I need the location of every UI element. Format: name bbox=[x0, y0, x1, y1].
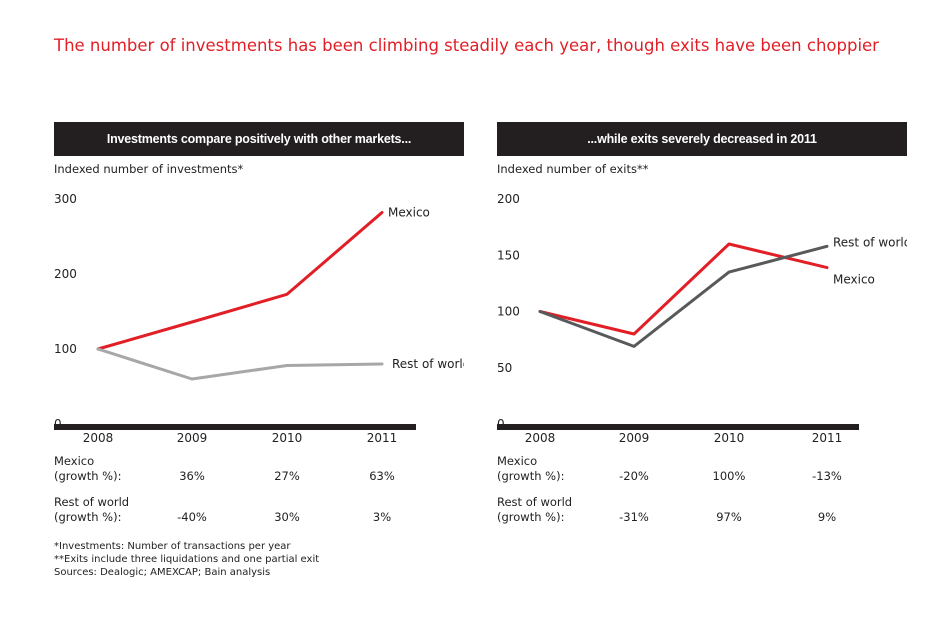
growth-value: 9% bbox=[817, 510, 837, 524]
growth-row-unit: (growth %): bbox=[497, 510, 565, 524]
x-tick-label: 2008 bbox=[525, 431, 556, 445]
y-tick-label: 100 bbox=[497, 305, 520, 319]
series-label: Rest of world bbox=[392, 357, 464, 371]
growth-row-unit: (growth %): bbox=[497, 469, 565, 483]
footnote-investments: *Investments: Number of transactions per… bbox=[54, 541, 291, 552]
investments-line-chart: 30020010002008200920102011MexicoRest of … bbox=[54, 192, 464, 445]
y-axis-label: Indexed number of investments* bbox=[54, 162, 244, 176]
exits-line-chart: 2001501005002008200920102011MexicoRest o… bbox=[497, 192, 907, 445]
growth-value: 97% bbox=[716, 510, 742, 524]
growth-row-name: Rest of world bbox=[54, 495, 130, 509]
y-tick-label: 100 bbox=[54, 342, 77, 356]
investments-chart-panel: Investments compare positively with othe… bbox=[54, 122, 464, 542]
y-tick-label: 50 bbox=[497, 361, 512, 375]
headline: The number of investments has been climb… bbox=[54, 36, 879, 55]
series-line-mexico bbox=[538, 242, 829, 336]
footnote-exits: **Exits include three liquidations and o… bbox=[54, 554, 320, 565]
x-tick-label: 2009 bbox=[177, 431, 208, 445]
series-line-mexico bbox=[96, 211, 384, 351]
growth-value: 3% bbox=[372, 510, 392, 524]
growth-row-label: Rest of world (growth %): bbox=[497, 495, 607, 525]
series-line-rest-of-world bbox=[96, 347, 384, 381]
y-tick-label: 150 bbox=[497, 248, 520, 262]
chart-title-bar: Investments compare positively with othe… bbox=[54, 122, 464, 156]
x-tick-label: 2009 bbox=[619, 431, 650, 445]
footnotes: *Investments: Number of transactions per… bbox=[54, 540, 319, 579]
y-tick-label: 200 bbox=[497, 192, 520, 206]
series-label: Mexico bbox=[833, 273, 875, 287]
series-line-rest-of-world bbox=[538, 244, 829, 348]
y-axis-label: Indexed number of exits** bbox=[497, 162, 649, 176]
x-axis-baseline bbox=[54, 424, 416, 430]
x-axis-baseline bbox=[497, 424, 859, 430]
chart-title-bar: ...while exits severely decreased in 201… bbox=[497, 122, 907, 156]
growth-row-name: Mexico bbox=[497, 454, 538, 468]
growth-value: 36% bbox=[179, 469, 205, 483]
growth-value: 30% bbox=[274, 510, 300, 524]
growth-value: -31% bbox=[619, 510, 649, 524]
series-label: Rest of world bbox=[833, 235, 907, 249]
growth-value: 100% bbox=[712, 469, 746, 483]
growth-row-label: Rest of world (growth %): bbox=[54, 495, 164, 525]
growth-row-unit: (growth %): bbox=[54, 510, 122, 524]
y-tick-label: 300 bbox=[54, 192, 77, 206]
x-tick-label: 2010 bbox=[714, 431, 745, 445]
series-label: Mexico bbox=[388, 206, 430, 220]
growth-value: 27% bbox=[274, 469, 300, 483]
growth-row-name: Mexico bbox=[54, 454, 95, 468]
growth-row-label: Mexico (growth %): bbox=[54, 454, 164, 484]
x-tick-label: 2008 bbox=[83, 431, 114, 445]
growth-row-label: Mexico (growth %): bbox=[497, 454, 607, 484]
growth-row-name: Rest of world bbox=[497, 495, 573, 509]
footnote-sources: Sources: Dealogic; AMEXCAP; Bain analysi… bbox=[54, 567, 271, 578]
x-tick-label: 2011 bbox=[367, 431, 398, 445]
y-tick-label: 200 bbox=[54, 267, 77, 281]
x-tick-label: 2010 bbox=[272, 431, 303, 445]
exits-chart-panel: ...while exits severely decreased in 201… bbox=[497, 122, 907, 542]
growth-value: -20% bbox=[619, 469, 649, 483]
growth-row-unit: (growth %): bbox=[54, 469, 122, 483]
growth-value: 63% bbox=[369, 469, 395, 483]
x-tick-label: 2011 bbox=[812, 431, 843, 445]
growth-value: -13% bbox=[812, 469, 842, 483]
growth-value: -40% bbox=[177, 510, 207, 524]
